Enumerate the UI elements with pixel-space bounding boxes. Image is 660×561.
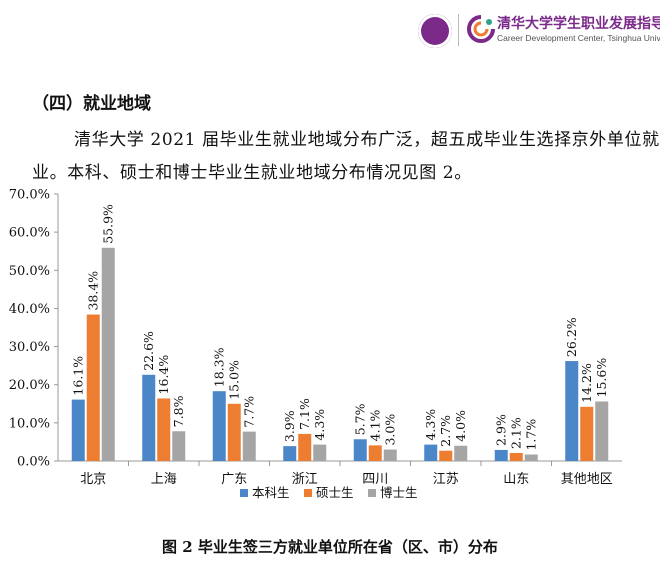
legend-label: 博士生	[380, 485, 418, 500]
y-tick-label: 10.0%	[9, 416, 50, 431]
bar	[509, 452, 523, 461]
data-label: 2.1%	[509, 417, 524, 449]
bar	[71, 399, 85, 461]
bar	[595, 401, 609, 461]
data-label: 1.7%	[524, 419, 539, 451]
legend-label: 硕士生	[316, 485, 354, 500]
bar	[242, 431, 256, 461]
bar	[424, 444, 438, 461]
data-label: 15.0%	[227, 360, 242, 400]
section-title: （四）就业地域	[32, 94, 151, 114]
data-label: 55.9%	[101, 204, 116, 244]
y-tick-label: 30.0%	[9, 340, 50, 355]
bar	[157, 398, 171, 461]
x-tick-label: 四川	[362, 472, 388, 487]
x-tick-label: 江苏	[433, 471, 459, 487]
data-label: 7.8%	[171, 395, 186, 427]
bar	[101, 247, 115, 461]
bar	[142, 374, 156, 461]
data-label: 5.7%	[353, 403, 368, 435]
x-tick-label: 广东	[221, 472, 247, 487]
bar	[524, 454, 538, 461]
paragraph-line-2: 业。本科、硕士和博士毕业生就业地域分布情况见图 2。	[32, 163, 472, 183]
data-label: 7.1%	[297, 398, 312, 430]
bar	[172, 431, 186, 461]
bar	[580, 406, 594, 461]
legend-swatch	[368, 489, 376, 497]
career-center-name-cn: 清华大学学生职业发展指导中心	[497, 16, 660, 32]
data-label: 16.4%	[156, 355, 171, 395]
legend-swatch	[240, 489, 248, 497]
data-label: 4.0%	[453, 410, 468, 442]
data-label: 14.2%	[579, 363, 594, 403]
data-label: 4.1%	[368, 409, 383, 441]
bar	[283, 446, 297, 461]
paragraph-line-1: 清华大学 2021 届毕业生就业地域分布广泛，超五成毕业生选择京外单位就	[74, 130, 660, 150]
data-label: 38.4%	[86, 271, 101, 311]
data-label: 2.7%	[438, 415, 453, 447]
data-label: 4.3%	[423, 409, 438, 441]
bar	[494, 449, 508, 461]
bar	[227, 403, 241, 461]
y-tick-label: 60.0%	[9, 226, 50, 241]
bar	[353, 439, 367, 461]
x-tick-label: 山东	[503, 472, 529, 487]
data-label: 18.3%	[212, 347, 227, 387]
data-label: 16.1%	[71, 356, 86, 396]
figure-caption: 图 2 毕业生签三方就业单位所在省（区、市）分布	[162, 538, 498, 556]
bar	[439, 450, 453, 461]
bar	[383, 449, 397, 461]
x-tick-label: 其他地区	[561, 472, 613, 487]
y-tick-label: 0.0%	[17, 455, 50, 470]
data-label: 22.6%	[141, 331, 156, 371]
x-tick-label: 上海	[151, 472, 177, 487]
data-label: 4.3%	[312, 409, 327, 441]
data-label: 3.0%	[383, 414, 398, 446]
bar	[313, 444, 327, 461]
bar	[212, 391, 226, 461]
university-seal-logo	[418, 14, 452, 48]
bar	[368, 445, 382, 461]
data-label: 15.6%	[594, 358, 609, 398]
data-label: 3.9%	[282, 410, 297, 442]
career-center-name-en: Career Development Center, Tsinghua Univ…	[497, 33, 660, 43]
logo-divider	[458, 14, 459, 46]
legend-label: 本科生	[252, 485, 290, 500]
data-label: 2.9%	[494, 414, 509, 446]
region-distribution-chart: 0.0% 10.0% 20.0% 30.0% 40.0% 50.0% 60.0% 70.0% 北…	[0, 180, 660, 510]
data-label: 7.7%	[242, 396, 257, 428]
data-label: 26.2%	[564, 317, 579, 357]
x-tick-label: 北京	[80, 472, 106, 487]
y-tick-label: 70.0%	[9, 188, 50, 203]
bar	[86, 314, 100, 461]
y-tick-label: 20.0%	[9, 378, 50, 393]
career-center-logo-icon	[467, 15, 495, 43]
page-header: 清华大学学生职业发展指导中心 Career Development Center…	[0, 0, 660, 64]
chart-svg: 0.0% 10.0% 20.0% 30.0% 40.0% 50.0% 60.0% 70.0% 北…	[9, 188, 622, 500]
bar	[454, 445, 468, 461]
y-tick-label: 50.0%	[9, 264, 50, 279]
y-tick-label: 40.0%	[9, 302, 50, 317]
bar	[565, 361, 579, 461]
bar	[298, 433, 312, 461]
x-tick-label: 浙江	[292, 472, 318, 487]
legend-swatch	[304, 489, 312, 497]
